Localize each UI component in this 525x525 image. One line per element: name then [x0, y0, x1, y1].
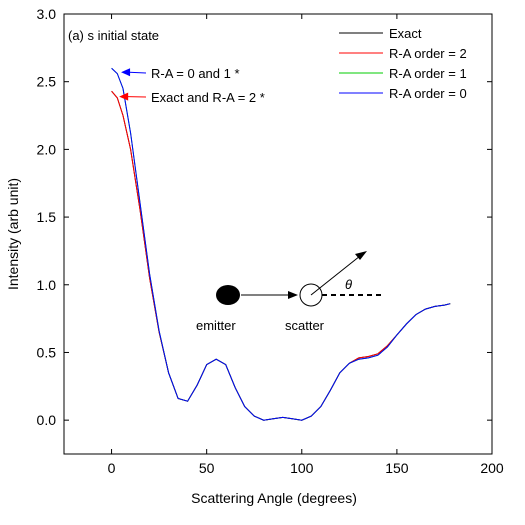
y-tick-label: 3.0 [37, 6, 57, 22]
series-line-2 [111, 67, 451, 421]
inset-diagram: θ emitter scatter [196, 251, 384, 333]
legend-label-1: R-A order = 2 [389, 46, 467, 61]
axis-ticks: 0 50 100 150 200 0.0 0.5 1.0 1.5 2.0 2.5 3.0 [37, 6, 504, 476]
angle-label: θ [345, 277, 352, 292]
x-tick-label: 100 [290, 460, 314, 476]
y-tick-label: 2.0 [37, 141, 57, 157]
legend-label-3: R-A order = 0 [389, 86, 467, 101]
legend-label-2: R-A order = 1 [389, 66, 467, 81]
annotation-arrow-line-0 [129, 71, 147, 74]
y-tick-label: 2.5 [37, 74, 57, 90]
series-lines [111, 67, 451, 421]
series-line-1 [111, 90, 451, 421]
plot-frame [63, 13, 493, 455]
y-tick-label: 0.0 [37, 412, 57, 428]
annotations: R-A = 0 and 1 * Exact and R-A = 2 * [119, 66, 265, 105]
legend-label-0: Exact [389, 26, 422, 41]
x-tick-label: 50 [199, 460, 215, 476]
scattered-arrow-line [310, 255, 361, 296]
scattered-arrow-head [355, 251, 367, 260]
scatter-label: scatter [285, 318, 325, 333]
y-axis-title: Intensity (arb unit) [5, 178, 21, 290]
annotation-text-1: Exact and R-A = 2 * [151, 90, 265, 105]
emitter-label: emitter [196, 318, 236, 333]
series-line-0 [111, 90, 451, 421]
y-tick-label: 0.5 [37, 344, 57, 360]
legend: Exact R-A order = 2 R-A order = 1 R-A order… [339, 26, 467, 101]
x-tick-label: 200 [480, 460, 504, 476]
annotation-text-0: R-A = 0 and 1 * [151, 66, 240, 81]
series-line-3 [111, 67, 451, 421]
emitter-atom [216, 285, 240, 305]
y-tick-label: 1.5 [37, 209, 57, 225]
emitter-arrow-head [288, 291, 298, 299]
annotation-arrow-head-1 [119, 92, 129, 101]
x-axis-title: Scattering Angle (degrees) [191, 490, 357, 506]
x-tick-label: 0 [108, 460, 116, 476]
annotation-arrow-head-0 [121, 68, 131, 77]
panel-label: (a) s initial state [68, 28, 159, 43]
y-tick-label: 1.0 [37, 277, 57, 293]
x-tick-label: 150 [385, 460, 409, 476]
